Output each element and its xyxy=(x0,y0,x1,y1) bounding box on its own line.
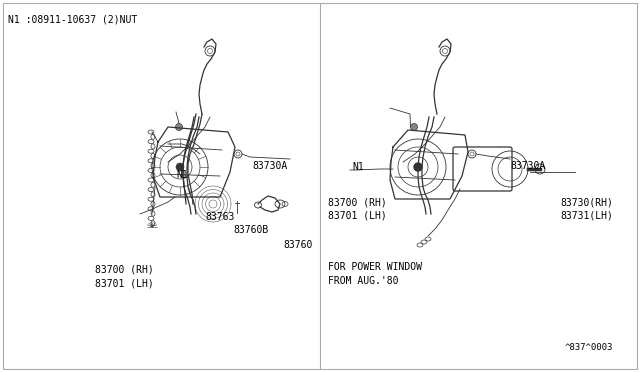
Text: N1: N1 xyxy=(176,170,188,180)
Circle shape xyxy=(176,163,184,171)
Text: 83701 (LH): 83701 (LH) xyxy=(95,278,154,288)
Text: 83763: 83763 xyxy=(205,212,234,222)
Text: 83730(RH): 83730(RH) xyxy=(560,197,613,207)
Text: 83730A: 83730A xyxy=(252,161,287,171)
Circle shape xyxy=(414,163,422,171)
Text: 83700 (RH): 83700 (RH) xyxy=(95,265,154,275)
Text: 83730A: 83730A xyxy=(510,161,545,171)
Text: FOR POWER WINDOW: FOR POWER WINDOW xyxy=(328,262,422,272)
Circle shape xyxy=(175,124,182,131)
Text: FROM AUG.'80: FROM AUG.'80 xyxy=(328,276,399,286)
Circle shape xyxy=(410,124,417,131)
Text: ^837^0003: ^837^0003 xyxy=(565,343,613,352)
Text: 83701 (LH): 83701 (LH) xyxy=(328,210,387,220)
Text: 83760: 83760 xyxy=(283,240,312,250)
FancyBboxPatch shape xyxy=(453,147,512,191)
Text: 83760B: 83760B xyxy=(233,225,268,235)
Text: 83700 (RH): 83700 (RH) xyxy=(328,197,387,207)
Text: N1 :08911-10637 (2)NUT: N1 :08911-10637 (2)NUT xyxy=(8,14,137,24)
Text: 83731(LH): 83731(LH) xyxy=(560,210,613,220)
Text: N1: N1 xyxy=(352,162,364,172)
